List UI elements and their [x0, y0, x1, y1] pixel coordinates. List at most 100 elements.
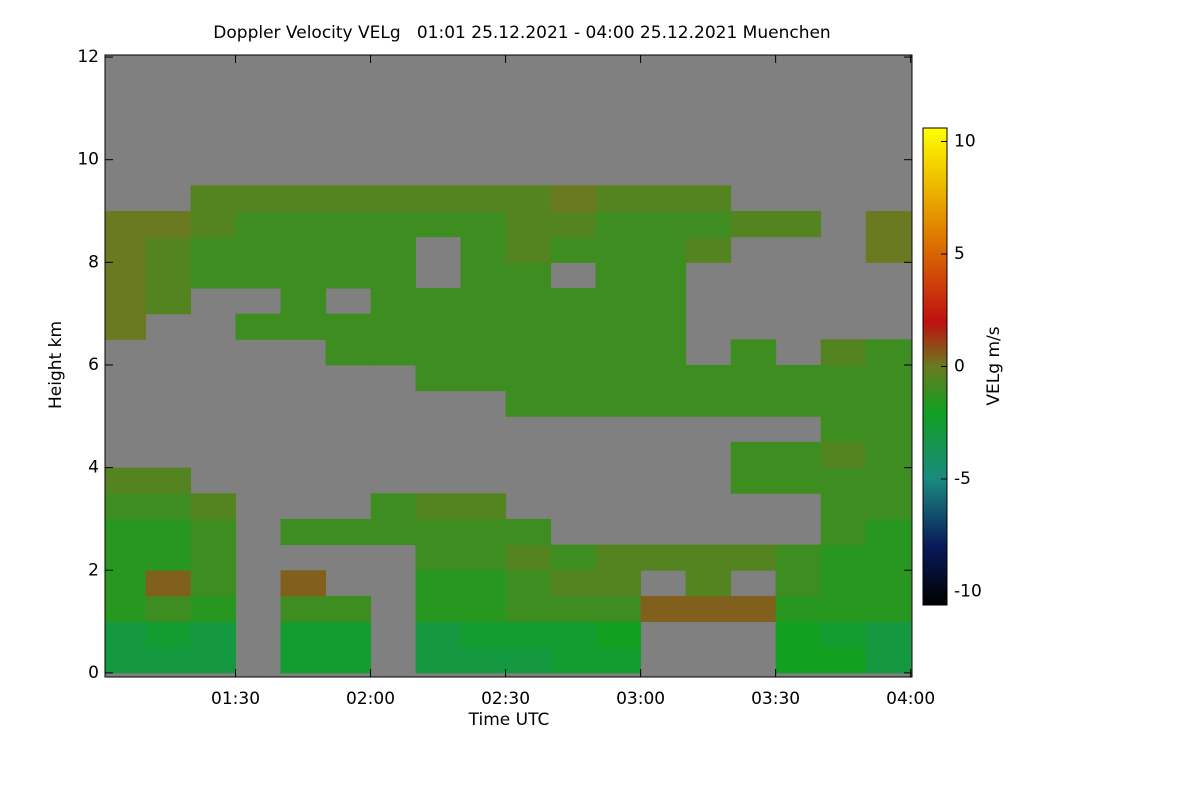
heatmap-cell	[640, 262, 687, 289]
heatmap-cell	[550, 339, 597, 366]
heatmap-cell	[460, 595, 507, 623]
heatmap-cell	[505, 211, 552, 238]
heatmap-cell	[640, 390, 687, 417]
heatmap-cell	[865, 544, 912, 571]
heatmap-cell	[730, 211, 777, 238]
x-tick-label: 02:30	[481, 689, 530, 709]
heatmap-cell	[685, 364, 732, 392]
heatmap-cell	[820, 467, 867, 494]
heatmap-cell	[460, 287, 507, 315]
heatmap-cell	[640, 211, 687, 238]
heatmap-cell	[820, 544, 867, 571]
heatmap-cell	[550, 390, 597, 417]
heatmap-cell	[595, 544, 642, 571]
heatmap-cell	[460, 211, 507, 238]
heatmap-cell	[145, 467, 192, 494]
heatmap-cell	[280, 647, 327, 674]
heatmap-cell	[730, 441, 777, 469]
heatmap-cell	[415, 570, 462, 597]
heatmap-cell	[145, 262, 192, 289]
heatmap-cell	[865, 518, 912, 546]
heatmap-cell	[105, 262, 147, 289]
heatmap-cell	[595, 570, 642, 597]
x-tick-label: 04:00	[886, 689, 935, 709]
heatmap-cell	[595, 287, 642, 315]
chart-title: Doppler Velocity VELg 01:01 25.12.2021 -…	[213, 23, 830, 43]
heatmap-cell	[550, 211, 597, 238]
heatmap-cell	[415, 339, 462, 366]
heatmap-cell	[595, 185, 642, 212]
heatmap-cell	[145, 544, 192, 571]
heatmap-cell	[325, 595, 372, 623]
heatmap-cell	[595, 647, 642, 674]
heatmap-cell	[550, 570, 597, 597]
heatmap-cell	[820, 647, 867, 674]
heatmap-cell	[460, 647, 507, 674]
heatmap-cell	[685, 544, 732, 571]
y-tick-label: 10	[77, 150, 99, 170]
heatmap-cell	[145, 621, 192, 648]
heatmap-cell	[370, 211, 417, 238]
heatmap-cell	[775, 544, 822, 571]
heatmap-cell	[550, 544, 597, 571]
heatmap-cell	[820, 570, 867, 597]
heatmap-cell	[105, 211, 147, 238]
heatmap-cell	[865, 236, 912, 263]
heatmap-cell	[370, 262, 417, 289]
heatmap-cell	[595, 236, 642, 263]
heatmap-cell	[105, 287, 147, 315]
heatmap-cell	[505, 236, 552, 263]
heatmap-cell	[685, 570, 732, 597]
heatmap-cell	[370, 185, 417, 212]
heatmap-cell	[775, 621, 822, 648]
heatmap-cell	[415, 493, 462, 520]
heatmap-cell	[865, 416, 912, 443]
heatmap-cell	[415, 185, 462, 212]
heatmap-cell	[105, 544, 147, 571]
heatmap-cell	[640, 339, 687, 366]
heatmap-cell	[325, 518, 372, 546]
heatmap-cell	[370, 313, 417, 340]
heatmap-cell	[190, 570, 237, 597]
heatmap-cell	[190, 544, 237, 571]
colorbar-tick-label: -10	[954, 582, 982, 602]
heatmap-cell	[775, 364, 822, 392]
heatmap-cell	[145, 647, 192, 674]
heatmap-cell	[415, 544, 462, 571]
heatmap-cell	[505, 364, 552, 392]
heatmap-cell	[505, 185, 552, 212]
heatmap-cell	[505, 595, 552, 623]
heatmap-cell	[325, 185, 372, 212]
heatmap-cell	[460, 313, 507, 340]
heatmap-cell	[685, 595, 732, 623]
heatmap-cell	[505, 313, 552, 340]
heatmap-cell	[415, 313, 462, 340]
heatmap-cell	[550, 621, 597, 648]
heatmap-cell	[595, 211, 642, 238]
heatmap-cell	[730, 595, 777, 623]
heatmap-cell	[460, 621, 507, 648]
heatmap-cell	[105, 570, 147, 597]
heatmap-cell	[505, 390, 552, 417]
heatmap-cell	[145, 287, 192, 315]
heatmap-cell	[145, 211, 192, 238]
x-tick-label: 01:30	[211, 689, 260, 709]
heatmap-cell	[820, 493, 867, 520]
heatmap-cell	[105, 236, 147, 263]
heatmap-cell	[505, 544, 552, 571]
heatmap-cell	[865, 364, 912, 392]
x-tick-label: 02:00	[346, 689, 395, 709]
heatmap-cell	[370, 236, 417, 263]
x-axis-label: Time UTC	[468, 710, 550, 730]
colorbar-tick-label: 0	[954, 357, 965, 377]
heatmap-cell	[550, 364, 597, 392]
y-axis-label: Height km	[46, 321, 66, 409]
heatmap-cell	[595, 364, 642, 392]
heatmap-cell	[145, 518, 192, 546]
heatmap-cell	[685, 390, 732, 417]
heatmap-cell	[105, 647, 147, 674]
heatmap-cell	[280, 236, 327, 263]
heatmap-cell	[280, 287, 327, 315]
heatmap-cell	[730, 544, 777, 571]
